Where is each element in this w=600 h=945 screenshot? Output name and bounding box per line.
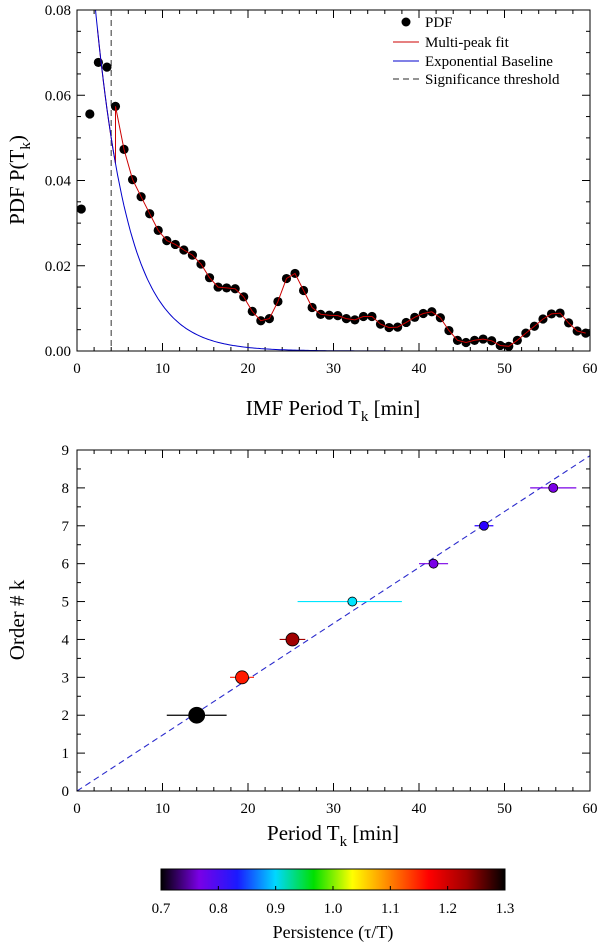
order-point [285, 632, 300, 647]
pdf-y-tick-labels: 0.00 0.02 0.04 0.06 0.08 [45, 3, 72, 360]
order-x-tick-label: 0 [73, 801, 81, 817]
legend-fit-label: Multi-peak fit [425, 35, 510, 51]
order-y-tick-label: 9 [62, 443, 70, 459]
colorbar-tick-label: 1.3 [496, 901, 515, 917]
pdf-legend: PDF Multi-peak fit Exponential Baseline … [393, 15, 560, 88]
pdf-x-tick-label: 0 [73, 361, 81, 377]
pdf-x-tick-label: 10 [155, 361, 170, 377]
order-fit-line [77, 455, 590, 791]
order-y-axis-title: Order # k [5, 579, 29, 660]
order-x-tick-label: 20 [241, 801, 256, 817]
exponential-baseline-line [95, 10, 590, 351]
pdf-y-tick-label: 0.02 [45, 259, 71, 275]
persistence-colorbar: 0.7 0.8 0.9 1.0 1.1 1.2 1.3 Persistence (τ/T) [152, 868, 515, 943]
order-point [188, 706, 206, 724]
order-y-tick-label: 0 [62, 784, 70, 800]
order-point [235, 670, 249, 685]
order-point [347, 596, 358, 607]
pdf-x-tick-labels: 0 10 20 30 40 50 60 [73, 361, 597, 377]
order-x-tick-label: 40 [412, 801, 427, 817]
pdf-x-axis-title: IMF Period Tk [min] [246, 396, 421, 425]
pdf-point [581, 328, 590, 338]
order-y-tick-label: 4 [62, 632, 70, 648]
pdf-y-axis-title: PDF P(Tk) [5, 135, 34, 225]
pdf-y-tick-label: 0.06 [45, 88, 72, 104]
order-x-tick-label: 30 [326, 801, 341, 817]
pdf-point [77, 204, 86, 214]
order-chart: 0 10 20 30 40 50 60 0 1 2 3 4 5 6 7 8 9 Period Tk [min]… [5, 443, 598, 850]
order-y-tick-label: 2 [62, 708, 70, 724]
order-point [428, 558, 439, 569]
order-y-tick-label: 5 [62, 595, 70, 611]
legend-threshold-label: Significance threshold [425, 72, 560, 88]
order-y-tick-label: 7 [62, 519, 70, 535]
colorbar-tick-label: 0.9 [266, 901, 285, 917]
order-y-tick-label: 3 [62, 670, 70, 686]
order-y-tick-label: 8 [62, 481, 70, 497]
order-points [166, 482, 577, 724]
order-y-tick-labels: 0 1 2 3 4 5 6 7 8 9 [62, 443, 70, 800]
order-y-tick-label: 1 [62, 746, 70, 762]
pdf-x-tick-label: 50 [497, 361, 512, 377]
order-y-tick-label: 6 [62, 557, 70, 573]
colorbar-tick-label: 1.0 [324, 901, 343, 917]
colorbar-title: Persistence (τ/T) [273, 922, 394, 943]
legend-pdf-label: PDF [425, 15, 453, 31]
pdf-y-axis-subscript: k [18, 142, 34, 150]
order-point [479, 520, 489, 531]
order-x-tick-label: 60 [583, 801, 598, 817]
pdf-x-tick-label: 60 [583, 361, 598, 377]
legend-pdf-marker [401, 17, 411, 27]
pdf-point [85, 109, 95, 119]
order-x-tick-labels: 0 10 20 30 40 50 60 [73, 801, 597, 817]
order-x-tick-label: 10 [155, 801, 170, 817]
colorbar-tick-labels: 0.7 0.8 0.9 1.0 1.1 1.2 1.3 [152, 886, 515, 917]
pdf-x-tick-label: 30 [326, 361, 341, 377]
colorbar-tick-label: 0.8 [209, 901, 228, 917]
pdf-x-axis-subscript: k [361, 409, 369, 425]
pdf-x-tick-label: 20 [241, 361, 256, 377]
legend-exp-label: Exponential Baseline [425, 54, 553, 70]
pdf-plot-frame [76, 9, 591, 352]
order-x-tick-label: 50 [497, 801, 512, 817]
colorbar-tick-label: 0.7 [152, 901, 171, 917]
order-x-axis-title: Period Tk [min] [267, 821, 399, 850]
pdf-x-tick-label: 40 [412, 361, 427, 377]
colorbar-tick-label: 1.2 [438, 901, 457, 917]
pdf-points [77, 57, 590, 351]
pdf-point [102, 62, 112, 72]
pdf-y-tick-label: 0.08 [45, 3, 71, 19]
order-x-axis-subscript: k [340, 834, 348, 850]
order-tick-marks [76, 449, 591, 792]
colorbar-tick-label: 1.1 [381, 901, 400, 917]
pdf-chart: 0 10 20 30 40 50 60 0.00 0.02 0.04 0.06 0.08 PDF M… [5, 3, 598, 425]
order-point [548, 482, 559, 493]
pdf-y-tick-label: 0.04 [45, 174, 72, 190]
order-plot-frame [76, 449, 591, 792]
pdf-y-tick-label: 0.00 [45, 344, 71, 360]
